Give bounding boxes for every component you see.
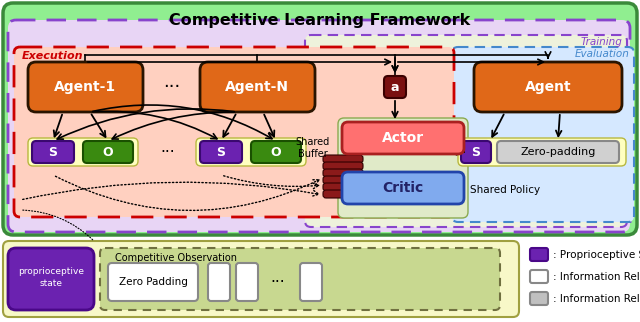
Text: ···: ··· [163, 78, 180, 96]
Text: O: O [102, 146, 113, 158]
FancyBboxPatch shape [323, 169, 363, 177]
Text: Evaluation: Evaluation [575, 49, 630, 59]
FancyBboxPatch shape [323, 162, 363, 170]
Text: a: a [391, 80, 399, 93]
FancyBboxPatch shape [200, 62, 315, 112]
FancyBboxPatch shape [342, 122, 464, 154]
FancyBboxPatch shape [300, 263, 322, 301]
FancyBboxPatch shape [83, 141, 133, 163]
FancyBboxPatch shape [8, 248, 94, 310]
FancyBboxPatch shape [342, 172, 464, 204]
Text: Competitive Learning Framework: Competitive Learning Framework [170, 13, 470, 28]
FancyBboxPatch shape [100, 248, 500, 310]
Text: state: state [40, 279, 63, 289]
Text: ···: ··· [161, 145, 175, 159]
FancyBboxPatch shape [384, 76, 406, 98]
Text: O: O [271, 146, 282, 158]
FancyBboxPatch shape [530, 270, 548, 283]
FancyBboxPatch shape [458, 138, 626, 166]
FancyBboxPatch shape [8, 20, 630, 232]
Text: Critic: Critic [382, 181, 424, 195]
Text: : Proprioceptive States: : Proprioceptive States [553, 250, 640, 260]
Text: S: S [472, 146, 481, 158]
FancyBboxPatch shape [3, 241, 519, 317]
FancyBboxPatch shape [461, 141, 491, 163]
FancyBboxPatch shape [338, 118, 468, 218]
Text: S: S [216, 146, 225, 158]
FancyBboxPatch shape [196, 138, 306, 166]
Text: Competitive Observation: Competitive Observation [115, 253, 237, 263]
Text: Execution: Execution [22, 51, 83, 61]
FancyBboxPatch shape [497, 141, 619, 163]
FancyBboxPatch shape [323, 190, 363, 198]
FancyBboxPatch shape [323, 176, 363, 184]
Text: Training: Training [580, 37, 622, 47]
Text: Zero Padding: Zero Padding [118, 277, 188, 287]
FancyBboxPatch shape [530, 248, 548, 261]
Text: : Information Relative to Itself: : Information Relative to Itself [553, 293, 640, 304]
Text: Shared
Buffer: Shared Buffer [296, 137, 330, 159]
Text: S: S [49, 146, 58, 158]
FancyBboxPatch shape [28, 138, 138, 166]
FancyBboxPatch shape [208, 263, 230, 301]
FancyBboxPatch shape [14, 47, 454, 217]
FancyBboxPatch shape [32, 141, 74, 163]
Text: proprioceptive: proprioceptive [18, 268, 84, 277]
Text: : Information Relative to Others: : Information Relative to Others [553, 271, 640, 281]
FancyBboxPatch shape [251, 141, 301, 163]
FancyBboxPatch shape [108, 263, 198, 301]
FancyBboxPatch shape [452, 47, 634, 222]
Text: Agent: Agent [525, 80, 572, 94]
Text: ···: ··· [271, 274, 285, 289]
FancyBboxPatch shape [323, 183, 363, 191]
FancyBboxPatch shape [3, 3, 637, 235]
FancyBboxPatch shape [28, 62, 143, 112]
FancyBboxPatch shape [236, 263, 258, 301]
FancyBboxPatch shape [530, 292, 548, 305]
FancyBboxPatch shape [200, 141, 242, 163]
FancyBboxPatch shape [305, 35, 627, 227]
Text: Agent-1: Agent-1 [54, 80, 116, 94]
Text: Agent-N: Agent-N [225, 80, 289, 94]
Text: Actor: Actor [382, 131, 424, 145]
FancyBboxPatch shape [474, 62, 622, 112]
FancyBboxPatch shape [323, 155, 363, 163]
Text: Zero-padding: Zero-padding [520, 147, 596, 157]
Text: Shared Policy: Shared Policy [470, 185, 540, 195]
